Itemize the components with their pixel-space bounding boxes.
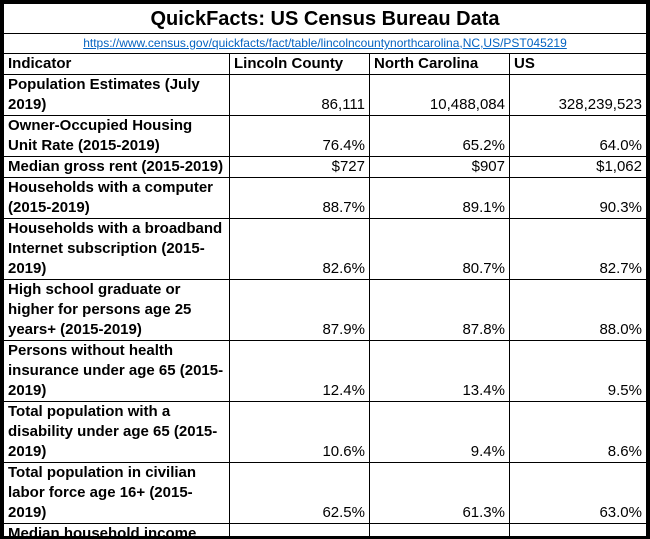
indicator-cell: Owner-Occupied Housing Unit Rate (2015-2… [3,115,230,157]
page-title: QuickFacts: US Census Bureau Data [3,3,647,34]
value-cell: 76.4% [229,115,370,157]
table-row: Persons without health insurance under a… [3,340,647,402]
table-row: Population Estimates (July 2019) 86,111 10… [3,74,647,116]
value-cell: 10,488,084 [369,74,510,116]
table-row: High school graduate or higher for perso… [3,279,647,341]
source-url-link[interactable]: https://www.census.gov/quickfacts/fact/t… [83,36,567,50]
value-cell: 86,111 [229,74,370,116]
value-cell: 61.3% [369,462,510,524]
value-cell: 10.6% [229,401,370,463]
table-row: Median household income (2015-2019)$57,5… [3,523,647,536]
indicator-cell: High school graduate or higher for perso… [3,279,230,341]
title-row: QuickFacts: US Census Bureau Data [3,3,647,34]
url-cell: https://www.census.gov/quickfacts/fact/t… [3,33,647,54]
table-row: Households with a broadband Internet sub… [3,218,647,280]
value-cell: 12.4% [229,340,370,402]
value-cell: 88.7% [229,177,370,219]
column-header-north-carolina: North Carolina [369,53,510,75]
indicator-cell: Population Estimates (July 2019) [3,74,230,116]
value-cell: 87.8% [369,279,510,341]
value-cell: 90.3% [509,177,647,219]
value-cell: 89.1% [369,177,510,219]
column-header-us: US [509,53,647,75]
table-row: Households with a computer (2015-2019) 88… [3,177,647,219]
indicator-cell: Households with a broadband Internet sub… [3,218,230,280]
value-cell: 87.9% [229,279,370,341]
value-cell: $62,843 [509,523,647,536]
value-cell: 80.7% [369,218,510,280]
table-row: Median gross rent (2015-2019) $727 $907 $1,… [3,156,647,178]
value-cell: 328,239,523 [509,74,647,116]
value-cell: $1,062 [509,156,647,178]
value-cell: 82.7% [509,218,647,280]
value-cell: 63.0% [509,462,647,524]
column-header-indicator: Indicator [3,53,230,75]
url-row: https://www.census.gov/quickfacts/fact/t… [3,33,647,54]
value-cell: 64.0% [509,115,647,157]
value-cell: 65.2% [369,115,510,157]
table-row: Owner-Occupied Housing Unit Rate (2015-2… [3,115,647,157]
indicator-cell: Persons without health insurance under a… [3,340,230,402]
header-row: Indicator Lincoln County North Carolina … [3,53,647,75]
value-cell: 13.4% [369,340,510,402]
value-cell: 8.6% [509,401,647,463]
quickfacts-table: QuickFacts: US Census Bureau Data https:… [3,3,647,536]
value-cell: 88.0% [509,279,647,341]
value-cell: $907 [369,156,510,178]
value-cell: 62.5% [229,462,370,524]
indicator-cell: Households with a computer (2015-2019) [3,177,230,219]
table-row: Total population with a disability under… [3,401,647,463]
indicator-cell: Median gross rent (2015-2019) [3,156,230,178]
table-row: Total population in civilian labor force… [3,462,647,524]
value-cell: 82.6% [229,218,370,280]
value-cell: 9.5% [509,340,647,402]
value-cell: $54,602 [369,523,510,536]
column-header-lincoln-county: Lincoln County [229,53,370,75]
value-cell: $727 [229,156,370,178]
indicator-cell: Median household income (2015-2019) [3,523,230,536]
indicator-cell: Total population in civilian labor force… [3,462,230,524]
value-cell: $57,536 [229,523,370,536]
indicator-cell: Total population with a disability under… [3,401,230,463]
value-cell: 9.4% [369,401,510,463]
